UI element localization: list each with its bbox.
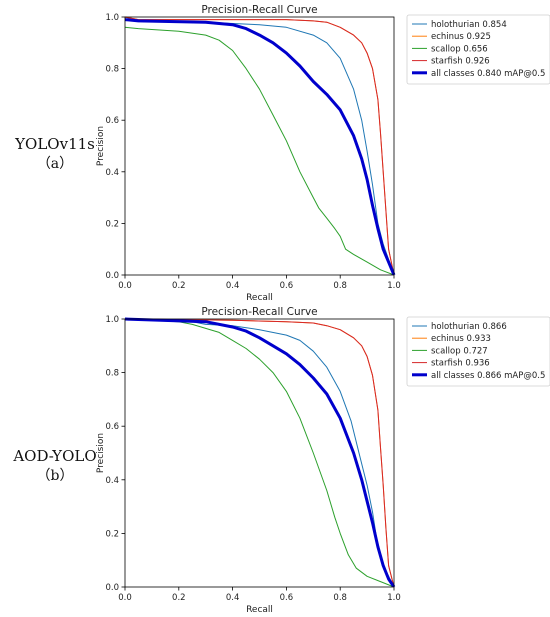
- y-tick-label-a-2: 0.4: [105, 168, 119, 178]
- y-tick-label-b-3: 0.6: [105, 422, 119, 432]
- legend-label-a-0: holothurian 0.854: [431, 20, 507, 30]
- y-tick-label-b-2: 0.4: [105, 476, 119, 486]
- legend-label-a-2: scallop 0.656: [431, 44, 488, 54]
- x-axis-title-b: Recall: [246, 605, 273, 615]
- legend-label-b-3: starfish 0.936: [431, 359, 490, 369]
- x-tick-label-b-1: 0.2: [172, 593, 186, 603]
- x-tick-label-b-4: 0.8: [333, 593, 347, 603]
- x-tick-label-a-5: 1.0: [387, 281, 401, 291]
- y-axis-title-a: Precision: [96, 126, 106, 166]
- row-label-a: YOLOv11s （a）: [0, 134, 110, 174]
- y-tick-label-b-0: 0.0: [105, 583, 119, 593]
- series-group-b: [125, 317, 396, 587]
- legend-label-b-0: holothurian 0.866: [431, 322, 507, 332]
- series-line-b-3: [125, 318, 395, 587]
- x-tick-label-a-4: 0.8: [333, 281, 347, 291]
- x-tick-label-a-2: 0.4: [226, 281, 240, 291]
- x-tick-label-a-3: 0.6: [280, 281, 294, 291]
- row-label-b-title: AOD-YOLO: [13, 447, 97, 465]
- x-tick-label-b-0: 0.0: [118, 593, 132, 603]
- series-line-a-4: [125, 18, 396, 275]
- x-tick-label-b-5: 1.0: [387, 593, 401, 603]
- series-line-a-3: [125, 16, 395, 275]
- legend-label-b-4: all classes 0.866 mAP@0.5: [431, 371, 545, 381]
- row-label-a-sub: （a）: [36, 156, 74, 172]
- legend-label-b-2: scallop 0.727: [431, 346, 488, 356]
- series-line-a-2: [125, 26, 395, 275]
- x-tick-label-b-3: 0.6: [280, 593, 294, 603]
- y-tick-label-a-4: 0.8: [105, 65, 119, 75]
- legend-label-a-4: all classes 0.840 mAP@0.5: [431, 69, 545, 79]
- y-tick-label-b-1: 0.2: [105, 529, 119, 539]
- x-tick-label-a-0: 0.0: [118, 281, 132, 291]
- y-tick-label-b-5: 1.0: [105, 315, 119, 325]
- y-tick-label-a-0: 0.0: [105, 271, 119, 281]
- x-axis-title-a: Recall: [246, 293, 273, 303]
- series-line-b-4: [125, 317, 396, 587]
- x-tick-label-b-2: 0.4: [226, 593, 240, 603]
- row-label-b: AOD-YOLO （b）: [0, 446, 110, 486]
- row-label-b-sub: （b）: [36, 468, 74, 484]
- legend-label-a-1: echinus 0.925: [431, 32, 491, 42]
- legend-box-b: [406, 316, 550, 387]
- series-group-a: [125, 16, 396, 275]
- y-tick-label-a-5: 1.0: [105, 13, 119, 23]
- row-label-a-title: YOLOv11s: [15, 135, 95, 153]
- legend-label-a-3: starfish 0.926: [431, 57, 490, 67]
- x-tick-label-a-1: 0.2: [172, 281, 186, 291]
- y-tick-label-a-1: 0.2: [105, 219, 119, 229]
- plot-frame-a: [124, 16, 395, 276]
- y-tick-label-a-3: 0.6: [105, 116, 119, 126]
- legend-box-a: [406, 14, 550, 85]
- y-axis-title-b: Precision: [96, 433, 106, 473]
- chart-title-b: Precision-Recall Curve: [201, 306, 317, 318]
- series-line-b-2: [125, 318, 395, 587]
- plot-frame-b: [124, 318, 395, 588]
- chart-title-a: Precision-Recall Curve: [201, 4, 317, 16]
- legend-label-b-1: echinus 0.933: [431, 334, 491, 344]
- y-tick-label-b-4: 0.8: [105, 369, 119, 379]
